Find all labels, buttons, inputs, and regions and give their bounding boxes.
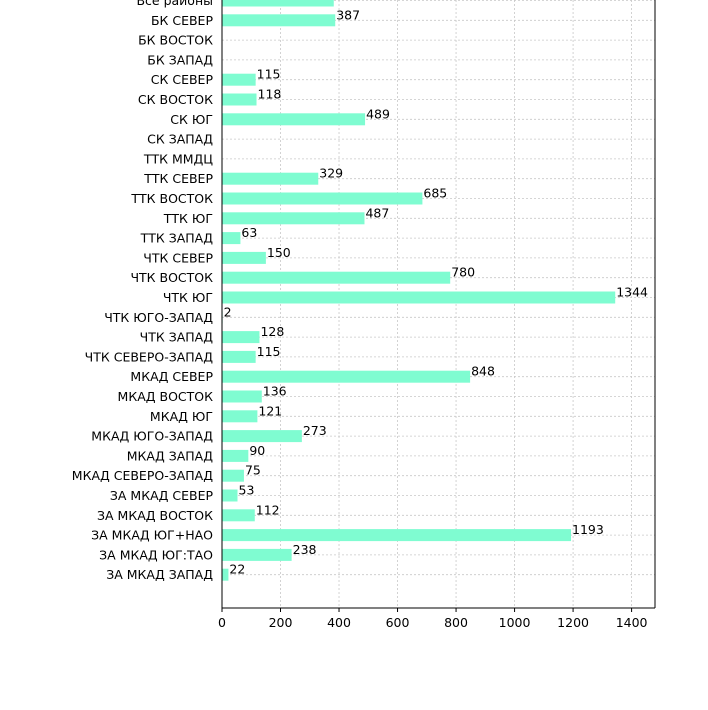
value-label: 75 (245, 463, 261, 478)
bar (222, 271, 451, 284)
bar (222, 93, 257, 106)
category-label: МКАД СЕВЕРО-ЗАПАД (72, 468, 213, 483)
category-label: СК СЕВЕР (151, 72, 214, 87)
category-label: ТТК ММДЦ (143, 151, 213, 166)
value-label: 685 (423, 186, 447, 201)
value-label: 329 (319, 166, 343, 181)
value-label: 53 (239, 483, 255, 498)
value-labels: 382 387 115 118 489 329 685 487 63 150 780 1344 2 128… (224, 0, 648, 577)
value-label: 1193 (572, 522, 604, 537)
category-label: БК ВОСТОК (138, 33, 213, 48)
bar (222, 449, 249, 462)
value-label: 150 (267, 245, 291, 260)
bar (222, 73, 256, 86)
x-tick-label: 1000 (499, 615, 531, 630)
x-tick-label: 1200 (557, 615, 589, 630)
category-label: ЗА МКАД ВОСТОК (97, 508, 213, 523)
value-label: 387 (336, 7, 360, 22)
bar (222, 291, 616, 304)
value-label: 112 (256, 502, 280, 517)
x-tick-label: 800 (444, 615, 468, 630)
grid (222, 0, 655, 608)
x-tick-label: 400 (327, 615, 351, 630)
bar (222, 14, 336, 27)
category-label: МКАД ВОСТОК (118, 389, 214, 404)
bar (222, 192, 423, 205)
x-tick-label: 1400 (616, 615, 648, 630)
bar (222, 212, 365, 225)
bars (222, 0, 616, 581)
bar (222, 0, 334, 7)
category-label: ЧТК ВОСТОК (130, 270, 213, 285)
bar (222, 529, 572, 542)
bar (222, 430, 302, 443)
category-label: ТТК СЕВЕР (143, 171, 213, 186)
category-label: СК ЮГ (170, 112, 213, 127)
bar (222, 489, 238, 502)
value-label: 90 (249, 443, 265, 458)
category-label: МКАД СЕВЕР (130, 369, 213, 384)
category-label: ТТК ЮГ (163, 211, 213, 226)
category-label: ЗА МКАД ЮГ:ТАО (99, 547, 213, 562)
bar (222, 410, 258, 423)
value-label: 118 (258, 87, 282, 102)
bar (222, 331, 260, 344)
value-label: 121 (258, 403, 282, 418)
category-label: ЗА МКАД ЮГ+НАО (91, 528, 213, 543)
bar (222, 568, 229, 581)
bar (222, 548, 292, 561)
bar (222, 172, 319, 185)
value-label: 1344 (616, 285, 648, 300)
category-label: ТТК ВОСТОК (130, 191, 213, 206)
category-label: ЗА МКАД СЕВЕР (110, 488, 214, 503)
category-label: ЧТК СЕВЕРО-ЗАПАД (85, 349, 214, 364)
category-label: ЗА МКАД ЗАПАД (106, 567, 213, 582)
category-label: Все районы (136, 0, 213, 8)
category-label: МКАД ЮГ (150, 409, 213, 424)
value-label: 63 (241, 225, 257, 240)
x-tick-label: 600 (386, 615, 410, 630)
category-label: БК ЗАПАД (147, 52, 213, 67)
value-label: 780 (451, 265, 475, 280)
x-tick-label: 0 (218, 615, 226, 630)
category-label: ЧТК ЗАПАД (140, 330, 214, 345)
bar (222, 390, 262, 403)
bar (222, 232, 241, 245)
bar (222, 251, 266, 264)
x-axis: 0 200 400 600 800 1000 1200 1400 (218, 608, 648, 630)
bar (222, 370, 471, 383)
bar (222, 350, 256, 363)
value-label: 489 (366, 106, 390, 121)
value-label: 273 (303, 423, 327, 438)
value-label: 487 (365, 205, 389, 220)
category-label: СК ЗАПАД (147, 132, 213, 147)
category-label: ЧТК ЮГ (163, 290, 213, 305)
x-tick-label: 200 (269, 615, 293, 630)
value-label: 2 (224, 304, 232, 319)
category-label: СК ВОСТОК (138, 92, 213, 107)
value-label: 382 (335, 0, 359, 3)
value-label: 238 (293, 542, 317, 557)
value-label: 22 (229, 562, 245, 577)
value-label: 848 (471, 364, 495, 379)
category-label: ЧТК СЕВЕР (143, 250, 213, 265)
category-label: ТТК ЗАПАД (140, 231, 214, 246)
bar (222, 509, 255, 522)
category-label: МКАД ЗАПАД (127, 448, 213, 463)
value-label: 115 (257, 344, 281, 359)
bar (222, 113, 366, 126)
value-label: 128 (260, 324, 284, 339)
category-label: БК СЕВЕР (151, 13, 214, 28)
bar (222, 469, 244, 482)
category-label: МКАД ЮГО-ЗАПАД (91, 429, 213, 444)
category-labels: Все районы БК СЕВЕР БК ВОСТОК БК ЗАПАД СК СЕ… (72, 0, 214, 582)
value-label: 136 (263, 384, 287, 399)
category-label: ЧТК ЮГО-ЗАПАД (104, 310, 213, 325)
value-label: 115 (257, 67, 281, 82)
